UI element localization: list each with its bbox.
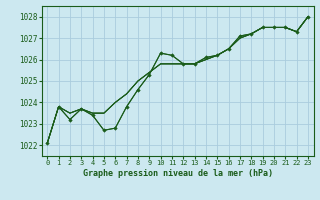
X-axis label: Graphe pression niveau de la mer (hPa): Graphe pression niveau de la mer (hPa) xyxy=(83,169,273,178)
